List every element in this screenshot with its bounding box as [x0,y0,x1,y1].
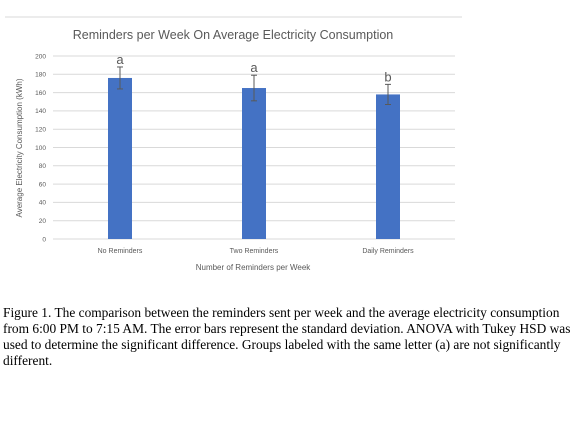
x-tick-label: Two Reminders [230,248,279,255]
figure-caption: Figure 1. The comparison between the rem… [3,305,571,368]
significance-letters: a a b [116,52,391,84]
y-tick-label: 100 [35,145,46,152]
x-tick-label: No Reminders [98,248,143,255]
y-tick-label: 140 [35,108,46,115]
y-axis-title: Average Electricity Consumption (kWh) [15,78,24,217]
y-tick-label: 40 [39,200,47,207]
bar-chart: Reminders per Week On Average Electricit… [5,16,462,272]
chart-title: Reminders per Week On Average Electricit… [73,28,394,42]
y-tick-label: 160 [35,90,46,97]
x-axis-title: Number of Reminders per Week [196,263,312,272]
y-tick-label: 20 [39,218,47,225]
significance-letter: a [250,60,258,75]
error-bars [117,66,391,105]
significance-letter: a [116,52,124,67]
significance-letter: b [384,69,391,84]
chart-area: Reminders per Week On Average Electricit… [5,16,462,272]
y-tick-label: 0 [42,236,46,243]
x-tick-labels: No Reminders Two Reminders Daily Reminders [98,248,415,255]
bars [108,77,400,240]
y-tick-labels: 0 20 40 60 80 100 120 140 160 180 200 [35,53,46,243]
y-tick-label: 80 [39,163,47,170]
x-tick-label: Daily Reminders [362,248,414,255]
bar [242,88,266,240]
y-tick-label: 60 [39,181,47,188]
bar [108,77,132,240]
y-tick-label: 120 [35,127,46,134]
y-tick-label: 180 [35,72,46,79]
bar [376,94,400,240]
y-tick-label: 200 [35,53,46,60]
